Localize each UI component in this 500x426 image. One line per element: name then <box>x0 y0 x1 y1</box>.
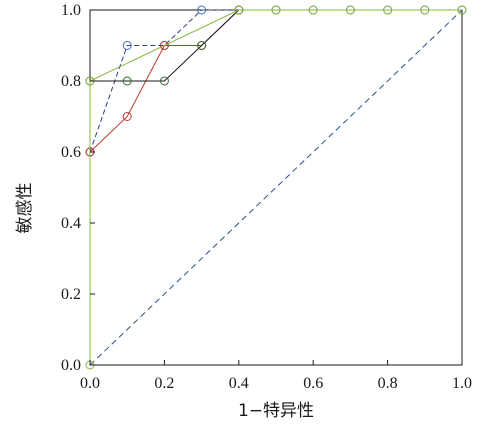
data-point <box>457 5 467 15</box>
data-point <box>271 5 281 15</box>
y-tick-label: 0.2 <box>61 286 81 303</box>
series-line <box>89 9 462 365</box>
data-point <box>234 5 244 15</box>
x-tick-label: 0.2 <box>154 375 174 392</box>
y-tick-label: 0.0 <box>61 357 81 374</box>
series-layer <box>85 5 467 370</box>
data-point <box>420 5 430 15</box>
data-point <box>383 5 393 15</box>
data-point <box>122 112 132 121</box>
tick-layer: 0.0 0.2 0.4 0.6 0.8 1.0 0.0 0.2 0.4 0.6 0.8 1.0 <box>61 2 472 392</box>
data-point <box>345 5 355 15</box>
data-point <box>122 41 132 50</box>
data-point <box>197 5 207 15</box>
y-tick-label: 0.6 <box>61 144 81 161</box>
data-point <box>308 5 318 15</box>
x-tick-label: 0.0 <box>80 375 100 392</box>
data-point <box>197 41 207 50</box>
y-axis-label: 敏感性 <box>15 183 35 234</box>
y-tick-label: 1.0 <box>61 2 81 19</box>
data-point <box>159 76 169 86</box>
x-tick-label: 0.6 <box>303 375 323 392</box>
series-line <box>90 9 240 82</box>
reference-diagonal-line <box>89 9 463 366</box>
data-point <box>159 41 169 50</box>
reference-line-layer <box>89 9 463 366</box>
x-axis-label: 1−特异性 <box>238 401 314 421</box>
data-point <box>122 76 132 86</box>
x-tick-label: 1.0 <box>452 375 472 392</box>
y-tick-label: 0.8 <box>61 73 81 90</box>
x-tick-label: 0.8 <box>378 375 398 392</box>
x-tick-label: 0.4 <box>229 375 249 392</box>
y-tick-label: 0.4 <box>61 215 81 232</box>
